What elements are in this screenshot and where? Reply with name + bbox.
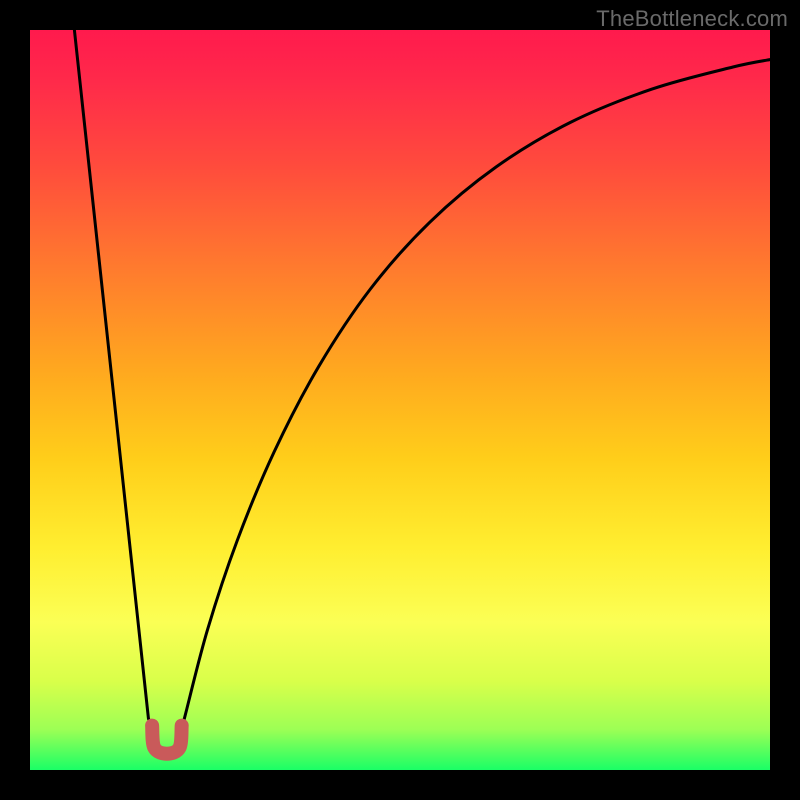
chart-frame: TheBottleneck.com	[0, 0, 800, 800]
plot-area	[30, 30, 770, 770]
watermark-text: TheBottleneck.com	[596, 6, 788, 32]
plot-svg	[30, 30, 770, 770]
